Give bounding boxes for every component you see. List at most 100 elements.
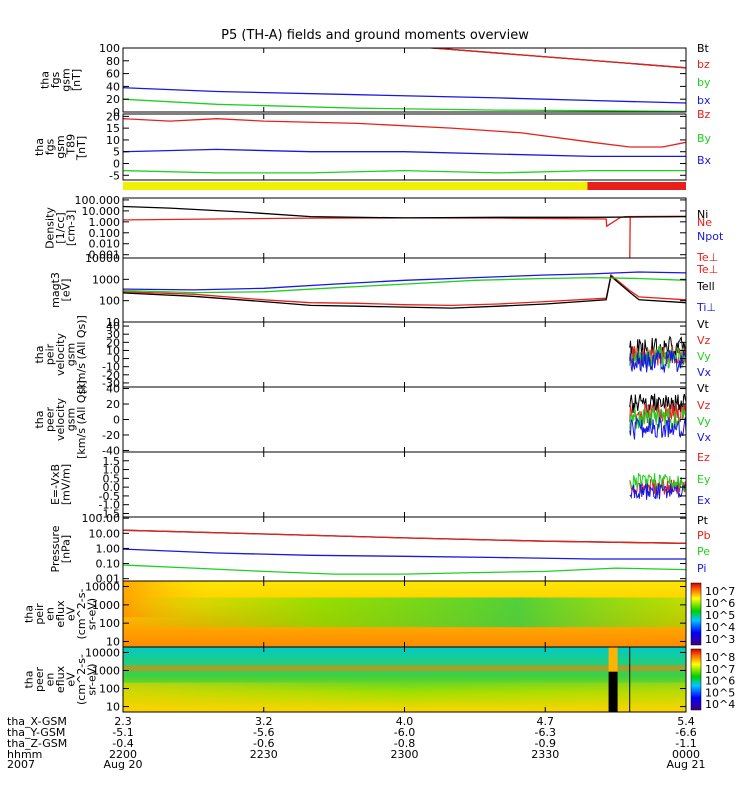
legend-Te⊥: Te⊥ [696, 251, 718, 264]
colorbar-label: 10^6 [705, 597, 735, 610]
series-line-Pi [123, 548, 686, 560]
series-line-by [123, 98, 686, 112]
y-tick-label: 15 [106, 122, 120, 135]
y-tick-label: 0.0 [103, 481, 121, 494]
y-tick-label: 10000 [85, 581, 120, 594]
spectrogram-gap [608, 671, 618, 712]
panel-6: -30-20-10010203040thapeirvelocitygsm[km/… [33, 315, 712, 394]
panel-content [123, 581, 686, 647]
series-line-bz [422, 48, 686, 69]
y-tick-label: -10 [102, 361, 120, 374]
y-tick-label: 30 [106, 328, 120, 341]
y-tick-label: 20 [106, 398, 120, 411]
series-line-Ex [629, 483, 686, 500]
legend-bz: bz [697, 58, 710, 71]
y-axis-label: [1/cc] [54, 212, 67, 243]
footer-value: -0.4 [112, 737, 133, 750]
y-tick-label: 10000 [85, 646, 120, 659]
legend-Ez: Ez [697, 451, 710, 464]
y-tick-label: 0 [113, 414, 120, 427]
legend-Ne: Ne [697, 216, 712, 229]
panel-9: 0.01 0.10 1.00 10.00 100.00 Pressure[nPa] Pt Pb… [49, 512, 711, 585]
y-axis-label: _T89 [65, 134, 78, 161]
series-line-bx [123, 87, 686, 104]
y-tick-label: 10 [106, 701, 120, 714]
y-tick-label: 0.100 [89, 227, 121, 240]
y-tick-label: 1.5 [103, 455, 121, 468]
y-axis-label: magt3 [49, 272, 62, 308]
y-tick-label: 0 [113, 353, 120, 366]
panel-content [123, 48, 686, 112]
panel-content [629, 393, 686, 440]
footer-value: 2230 [250, 748, 278, 761]
y-axis-label: (cm^2-s- [75, 589, 88, 640]
y-axis-label: eV [65, 672, 78, 687]
y-tick-label: 20 [106, 336, 120, 349]
y-axis-label: tha [38, 71, 51, 89]
series-line-Pe [123, 564, 686, 575]
legend-Vz: Vz [697, 399, 711, 412]
y-tick-label: 100 [99, 683, 120, 696]
footer-value: 2.3 [114, 715, 132, 728]
colorbar-label: 10^7 [705, 585, 735, 598]
legend-Ey: Ey [697, 473, 711, 486]
series-line-Vx [629, 417, 686, 440]
footer-value: -0.9 [535, 737, 556, 750]
y-tick-label: 20 [106, 110, 120, 123]
y-axis-label: [nPa] [59, 535, 72, 563]
series-line-Bz [123, 118, 686, 148]
legend-Vz: Vz [697, 334, 711, 347]
panel-3 [123, 182, 686, 190]
series-line-Te⊥ [123, 273, 686, 307]
y-tick-label: 10 [106, 635, 120, 648]
y-axis-label: tha [33, 410, 46, 428]
colorbar-label: 10^4 [705, 698, 735, 711]
y-tick-label: -5 [109, 169, 120, 182]
colorbar [690, 648, 702, 711]
y-tick-label: -20 [102, 429, 120, 442]
y-tick-label: -20 [102, 369, 120, 382]
panel-frame [122, 386, 687, 453]
y-axis-label: en [44, 607, 57, 621]
footer-value: -5.1 [112, 726, 133, 739]
footer-value: 4.0 [396, 715, 414, 728]
y-axis-label: tha [23, 670, 36, 688]
footer-value: 0000 [672, 748, 700, 761]
legend-Bx: Bx [697, 154, 712, 167]
legend-Vy: Vy [697, 350, 711, 363]
panel-content [123, 271, 686, 309]
legend-Vx: Vx [697, 431, 712, 444]
y-axis-label: peir [33, 603, 46, 625]
y-tick-label: 80 [106, 55, 120, 68]
figure-title: P5 (TH-A) fields and ground moments over… [221, 28, 529, 43]
series-line-By [123, 169, 686, 174]
panel-10: 10 100 1000 10000 thapeirenefluxeV(cm^2-s-sr… [23, 580, 735, 648]
legend-Ti⊥: Ti⊥ [696, 301, 716, 314]
footer-value: -0.6 [253, 737, 274, 750]
panel-frame [122, 197, 687, 259]
y-axis-label: E=-VxB [49, 464, 62, 505]
footer-value: 3.2 [255, 715, 273, 728]
series-line-Ni [123, 205, 686, 219]
panel-content [123, 647, 686, 712]
footer-value: -6.0 [394, 726, 415, 739]
legend-Vt: Vt [697, 318, 710, 331]
y-axis-label: [mV/m] [59, 464, 72, 505]
legend-by: by [697, 76, 711, 89]
flag-segment-2 [587, 182, 686, 190]
footer-value: Aug 20 [104, 758, 143, 771]
series-line-Bx [123, 148, 686, 158]
y-tick-label: 20 [106, 93, 120, 106]
y-tick-label: 0 [113, 106, 120, 119]
footer-value: 2330 [531, 748, 559, 761]
colorbar [690, 582, 702, 646]
y-tick-label: 1.0 [103, 464, 121, 477]
y-tick-label: 100 [99, 295, 120, 308]
footer-row-label: 2007 [7, 758, 35, 771]
y-axis-label: velocity [54, 398, 67, 441]
y-tick-label: 40 [106, 320, 120, 333]
series-line-Tell [123, 274, 686, 309]
y-tick-label: 0.01 [96, 573, 121, 586]
